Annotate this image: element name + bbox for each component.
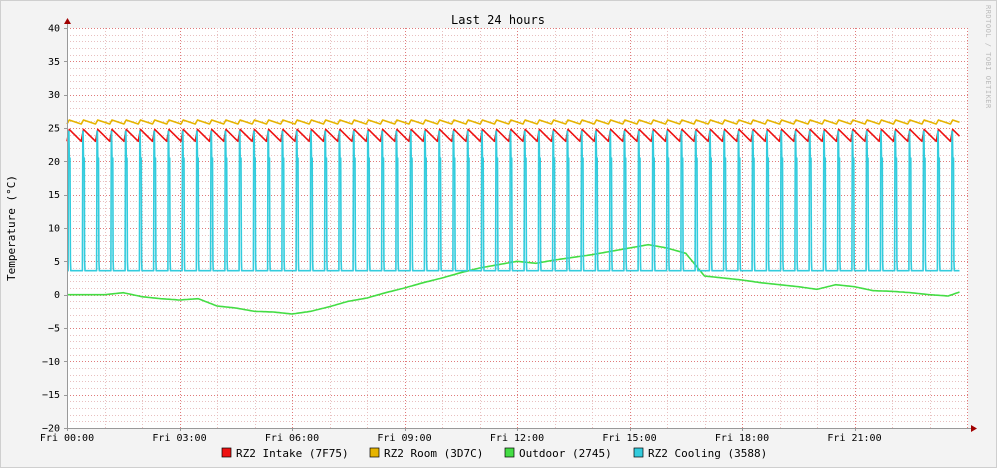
y-tick-label: 40 (48, 24, 60, 35)
x-tick-label: Fri 00:00 (40, 433, 94, 444)
legend-entry-outdoor: Outdoor (2745) (504, 447, 612, 460)
y-tick-label: 5 (54, 257, 60, 268)
y-tick-label: 15 (48, 190, 60, 201)
y-tick-label: −20 (42, 424, 60, 435)
legend-swatch (369, 447, 380, 458)
y-tick-label: −10 (42, 357, 60, 368)
x-tick-label: Fri 18:00 (715, 433, 769, 444)
y-tick-label: 25 (48, 124, 60, 135)
legend-swatch (221, 447, 232, 458)
legend-entry-rz2-room: RZ2 Room (3D7C) (369, 447, 483, 460)
y-axis-arrow (64, 18, 71, 24)
y-tick-label: −5 (48, 324, 60, 335)
rrdtool-watermark: RRDTOOL / TOBI OETIKER (984, 5, 992, 109)
y-tick-label: 10 (48, 224, 60, 235)
y-tick-label: 30 (48, 90, 60, 101)
rz2-room-series-line (66, 119, 960, 125)
x-tick-label: Fri 15:00 (602, 433, 656, 444)
legend-label: RZ2 Cooling (3588) (648, 447, 767, 460)
x-axis-arrow (971, 425, 977, 432)
legend-entry-rz2-intake: RZ2 Intake (7F75) (221, 447, 349, 460)
legend-label: RZ2 Intake (7F75) (236, 447, 349, 460)
x-tick-label: Fri 12:00 (490, 433, 544, 444)
x-tick-label: Fri 03:00 (152, 433, 206, 444)
legend-label: Outdoor (2745) (519, 447, 612, 460)
chart-title: Last 24 hours (451, 13, 545, 27)
x-tick-label: Fri 06:00 (265, 433, 319, 444)
legend-swatch (633, 447, 644, 458)
y-axis-title: Temperature (°C) (5, 175, 18, 281)
y-tick-label: 35 (48, 57, 60, 68)
y-tick-label: −15 (42, 390, 60, 401)
legend-entry-rz2-cooling: RZ2 Cooling (3588) (633, 447, 767, 460)
rz2-intake-series-line (66, 128, 961, 143)
outdoor-series-line (67, 243, 960, 315)
x-tick-label: Fri 21:00 (827, 433, 881, 444)
y-tick-label: 20 (48, 157, 60, 168)
y-tick-label: 0 (54, 290, 60, 301)
legend-swatch (504, 447, 515, 458)
x-tick-label: Fri 09:00 (377, 433, 431, 444)
rz2-cooling-series-line (66, 130, 960, 272)
legend-label: RZ2 Room (3D7C) (384, 447, 483, 460)
